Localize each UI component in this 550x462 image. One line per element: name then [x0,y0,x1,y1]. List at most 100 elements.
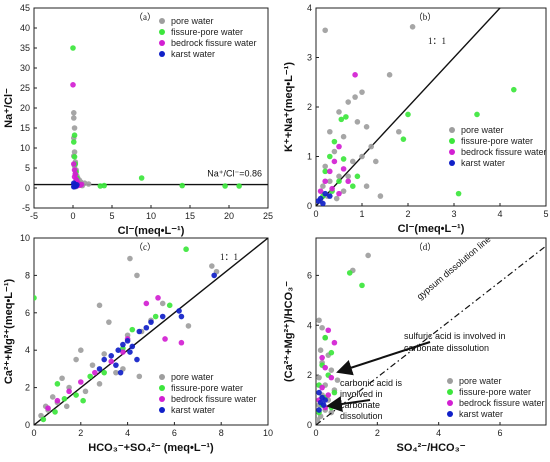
data-point-bedrock [336,143,342,150]
data-point-pore [101,351,107,357]
data-point-pore [345,99,352,105]
data-point-karst [124,338,131,344]
data-point-fissure [340,156,347,162]
data-point-karst [120,341,126,348]
data-point-bedrock [120,349,126,355]
data-point-bedrock [178,339,185,346]
data-point-pore [159,300,166,307]
data-point-pore [331,148,338,155]
legend-marker-pore [159,374,165,380]
data-point-karst [211,272,217,279]
y-tick-label: 0 [25,183,30,193]
data-point-fissure [70,139,77,145]
panel-3: 0 2 4 6 8 10 0 2 4 6 8 10 HCO₃⁻+SO₄²⁻ (meq•L⁻¹) Ca²⁺+… [3,233,273,454]
legend-marker-fissure [447,389,453,395]
data-point-bedrock [325,392,332,398]
data-point-fissure [152,313,159,320]
data-point-fissure [34,295,37,301]
legend-label: pore water [171,16,214,26]
plot-frame [33,237,269,426]
x-tick-label: 4 [497,209,502,219]
data-point-karst [148,319,154,325]
data-point-pore [363,183,370,189]
y-tick-label: 4 [25,345,30,355]
legend-label: karst water [461,158,505,168]
data-point-fissure [338,116,345,123]
data-point-karst [176,308,182,314]
legend-marker-fissure [159,29,165,35]
data-point-pore [70,110,77,116]
data-point-fissure [71,132,78,138]
data-point-pore [70,115,77,121]
data-point-pore [78,347,84,354]
legend-marker-karst [159,51,165,57]
x-tick-label: 1 [359,209,364,219]
line-label: 1：1 [220,252,238,262]
legend-marker-karst [447,411,453,417]
data-point-fissure [52,409,58,415]
legend-marker-bedrock [159,40,165,46]
data-point-fissure [331,389,338,396]
data-point-pore [340,188,347,194]
data-point-pore [333,195,340,202]
data-point-karst [134,356,140,363]
data-point-pore [336,109,342,115]
data-point-fissure [354,173,361,180]
y-axis-label: K⁺+Na⁺(meq•L⁻¹) [283,62,295,152]
sulfuric-annotation-line: carbonate dissolution [404,343,489,353]
data-point-bedrock [317,188,324,194]
data-point-pore [63,403,70,410]
legend-label: karst water [459,409,503,419]
legend-label: fissure-pore water [171,383,243,393]
data-point-fissure [327,153,333,160]
data-point-karst [129,343,136,350]
legend-label: bedrock fissure water [171,38,257,48]
carbonic-annotation-line: involved in [340,389,383,399]
data-point-bedrock [331,339,338,346]
data-point-bedrock [45,405,51,411]
carbonic-annotation-line: dissolution [340,411,383,421]
data-point-fissure [97,183,104,189]
data-point-bedrock [331,158,338,165]
data-point-fissure [71,154,78,160]
data-point-bedrock [322,178,329,185]
data-point-pore [113,369,119,376]
y-tick-label: 8 [25,270,30,280]
data-point-bedrock [70,161,77,167]
data-point-karst [159,313,166,320]
data-point-fissure [138,175,145,181]
data-point-fissure [455,190,462,197]
legend-marker-pore [449,127,455,133]
x-axis-label: HCO₃⁻+SO₄²⁻ (meq•L⁻¹) [88,442,214,454]
data-point-fissure [511,86,517,93]
data-point-fissure [343,114,349,120]
legend-marker-bedrock [449,149,455,155]
data-point-karst [327,193,333,199]
y-tick-label: 0 [307,420,312,430]
data-point-pore [340,133,347,140]
data-point-fissure [73,392,79,398]
data-point-karst [108,353,115,359]
x-tick-label: 6 [497,428,502,438]
data-point-karst [316,198,322,204]
plot-area [316,8,517,206]
x-tick-label: 10 [263,428,273,438]
data-point-pore [322,163,329,170]
y-tick-label: 3 [307,53,312,63]
y-tick-label: 6 [307,270,312,280]
data-point-karst [136,328,143,335]
data-point-fissure [405,111,411,118]
x-tick-label: 2 [78,428,83,438]
legend-marker-fissure [159,385,165,391]
x-tick-label: 20 [224,211,234,221]
data-point-pore [185,323,192,329]
data-point-fissure [166,302,173,309]
data-point-pore [334,377,341,383]
data-point-karst [127,349,133,355]
data-point-pore [317,347,324,354]
y-tick-label: 10 [20,143,30,153]
data-point-bedrock [143,300,150,307]
panel-label: （c） [134,242,156,252]
data-point-karst [101,356,107,363]
data-point-bedrock [162,336,168,342]
